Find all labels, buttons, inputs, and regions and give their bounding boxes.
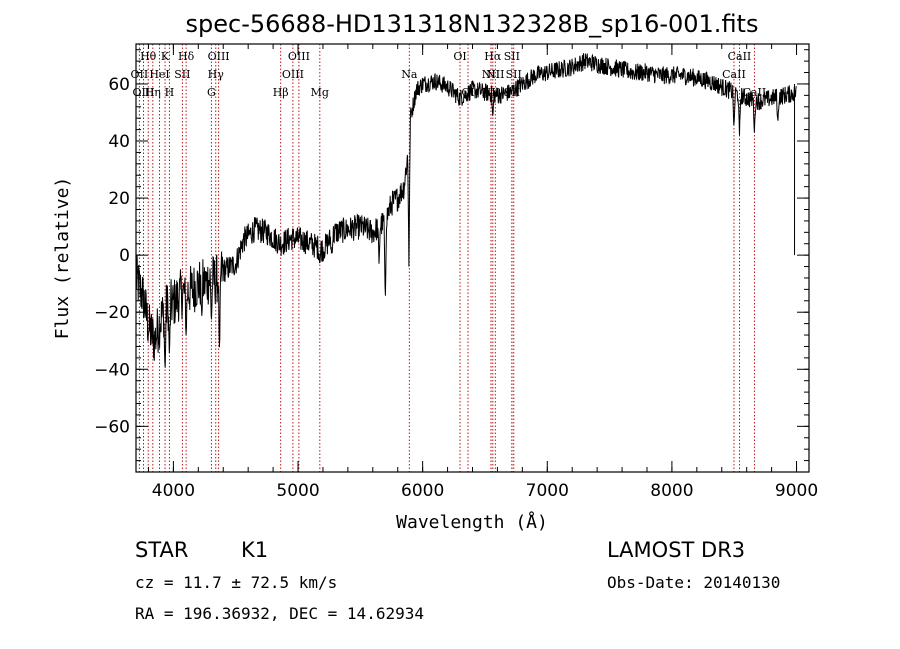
y-tick-label: −40 [94,360,130,380]
axis-ticks: 4000 5000 6000 7000 8000 9000 −60 −40 −20 0 20 40 60 [94,44,818,501]
y-tick-label: −60 [94,417,130,437]
line-marker-label-19: Hα [484,50,502,63]
x-tick-label: 4000 [152,481,195,501]
line-marker-label-12: Hβ [273,86,289,99]
line-marker-label-15: Mg [311,86,329,99]
x-tick-label: 8000 [650,481,693,501]
spectrum-line [135,53,797,368]
line-marker-label-21: NII [482,68,500,81]
line-marker-label-8: Hδ [178,50,195,63]
y-tick-label: 20 [108,189,130,209]
line-marker-label-22: NII [486,68,504,81]
line-marker-label-5: Hη [145,86,161,99]
line-marker-label-9: OIII [208,50,230,63]
x-axis-label: Wavelength (Å) [396,511,548,533]
line-marker-label-1: OII [131,68,149,81]
x-tick-label: 7000 [526,481,569,501]
observation-date: Obs-Date: 20140130 [607,573,781,592]
line-marker-label-20: SII [504,50,520,63]
line-marker-label-6: H [165,86,175,99]
x-tick-label: 9000 [775,481,818,501]
y-axis-label: Flux (relative) [52,177,73,340]
line-marker-label-13: OIII [288,50,310,63]
x-tick-label: 5000 [276,481,319,501]
line-marker-label-26: CaII [728,50,752,63]
line-marker-label-17: OI [453,50,466,63]
spectrum-series [135,53,797,368]
line-marker-label-14: OIII [282,68,304,81]
line-marker-label-3: K [161,50,170,63]
y-tick-label: 0 [119,246,130,266]
survey-name: LAMOST DR3 [607,538,746,562]
line-marker-label-23: SII [506,68,522,81]
line-marker-label-16: Na [401,68,418,81]
line-marker-label-0: Hθ [140,50,157,63]
chart-title: spec-56688-HD131318N132328B_sp16-001.fit… [186,10,759,38]
redshift-readout: cz = 11.7 ± 72.5 km/s [135,573,338,592]
y-tick-label: 60 [108,75,130,95]
line-marker-label-7: SII [174,68,190,81]
y-tick-label: −20 [94,303,130,323]
coordinates-readout: RA = 196.36932, DEC = 14.62934 [135,604,424,623]
x-tick-label: 6000 [401,481,444,501]
line-marker-label-27: CaII [722,68,746,81]
line-marker-label-11: G [207,86,216,99]
line-marker-label-10: Hγ [208,68,225,81]
line-marker-label-4: HeI [149,68,169,81]
object-class: STAR [135,538,189,562]
y-tick-label: 40 [108,132,130,152]
object-subclass: K1 [241,538,269,562]
